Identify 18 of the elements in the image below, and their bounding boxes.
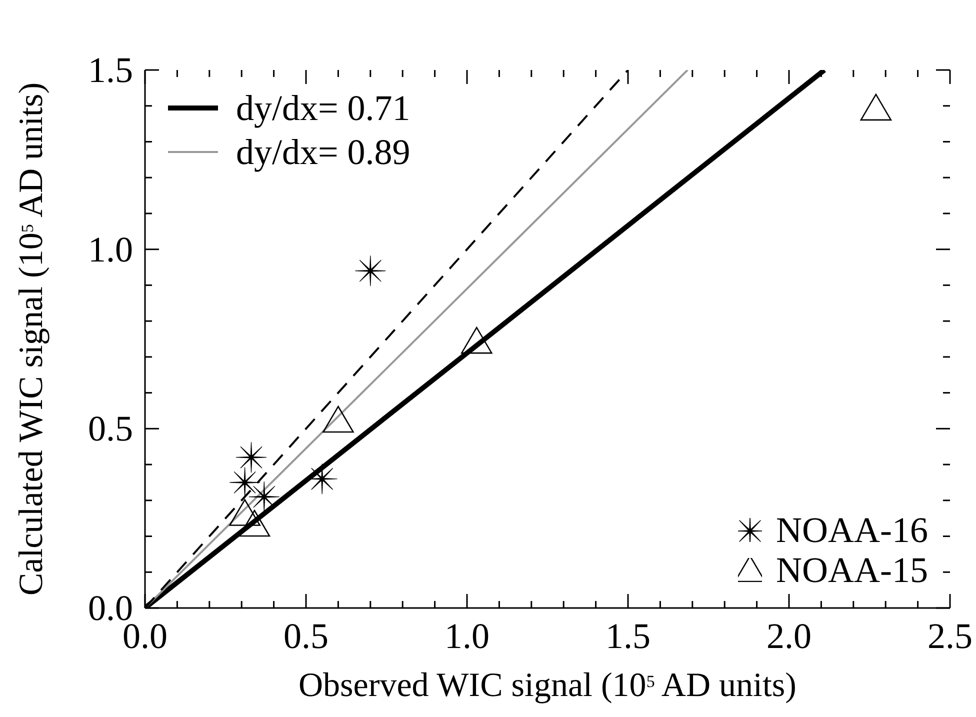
point (236, 442, 267, 473)
x-tick-label: 2.0 (766, 616, 812, 656)
legend-label: NOAA-15 (776, 549, 928, 591)
legend-label: dy/dx= 0.89 (236, 131, 410, 173)
point (860, 94, 892, 121)
legend-label: dy/dx= 0.71 (236, 87, 410, 129)
x-tick-label: 2.5 (928, 616, 972, 656)
point (355, 256, 386, 286)
x-tick-label: 0.5 (284, 616, 328, 656)
x-tick-label: 1.0 (444, 616, 490, 656)
legend-label: NOAA-16 (776, 509, 928, 551)
y-tick-label: 0.5 (88, 408, 133, 449)
point (230, 467, 260, 498)
y-tick-label: 1.0 (88, 229, 133, 270)
x-axis-title: Observed WIC signal (10$^{5}$ AD units) (298, 667, 796, 704)
x-tick-label: 1.5 (606, 616, 650, 656)
point (248, 482, 280, 512)
y-tick-label: 1.5 (88, 50, 133, 90)
